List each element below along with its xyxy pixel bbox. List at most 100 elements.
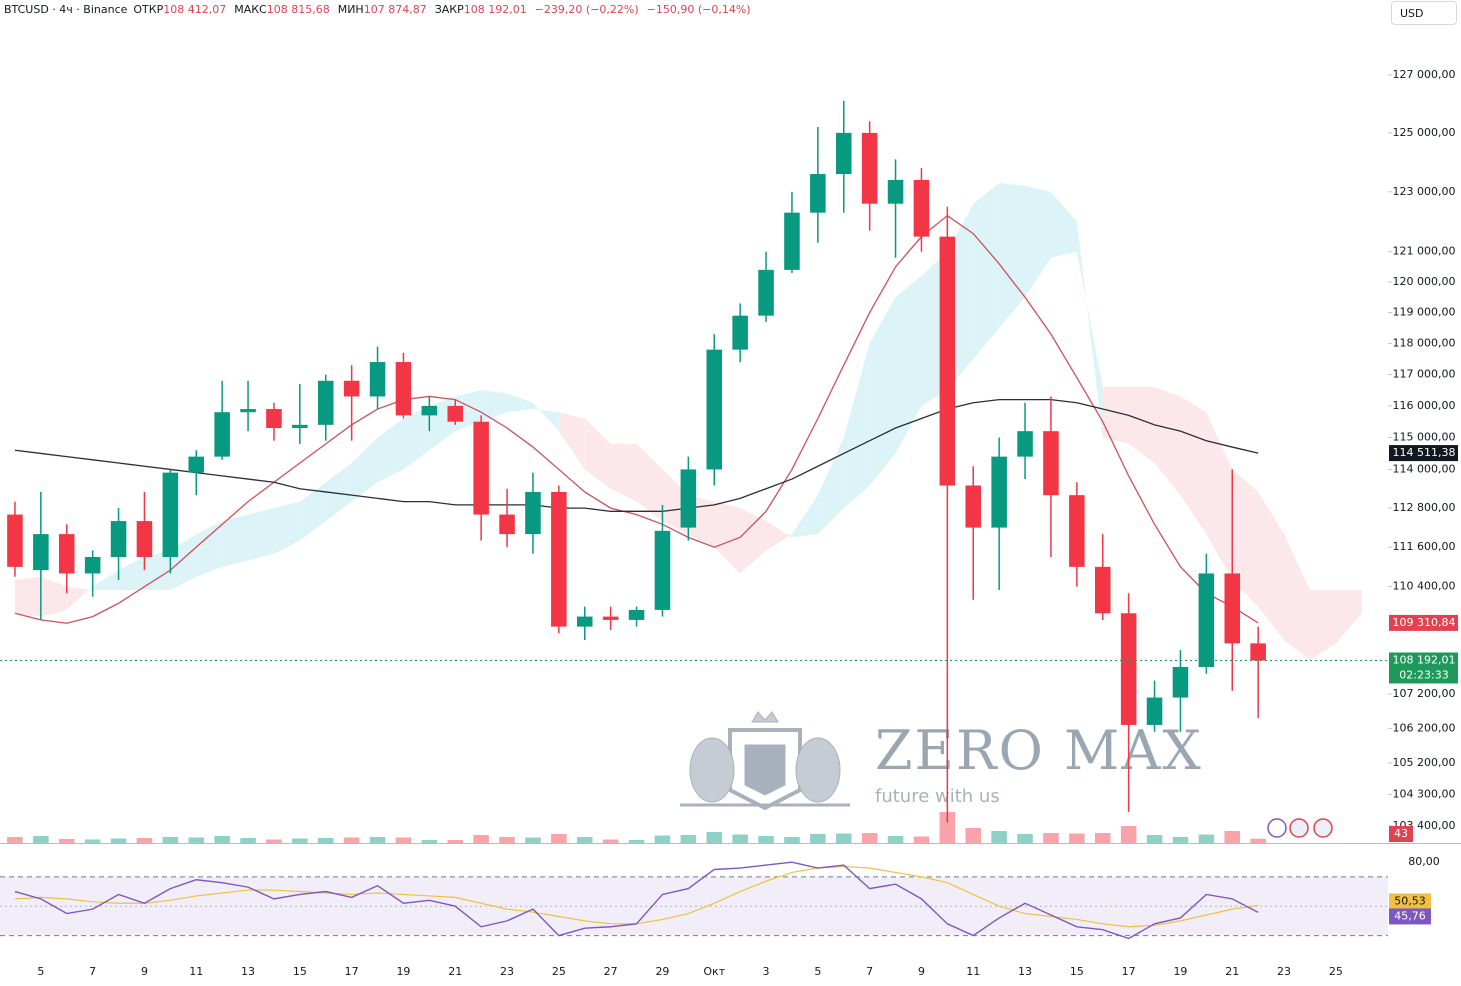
rsi-label: 50,53 [1394, 894, 1426, 907]
cloud-segment [248, 508, 274, 561]
volume-bar [214, 836, 230, 843]
volume-bar [343, 837, 360, 843]
volume-bar [1043, 833, 1059, 843]
candle-body [292, 424, 308, 429]
ohlc-label: МАКС [234, 3, 267, 16]
candle-body [1069, 495, 1085, 567]
x-tick-label: 21 [1225, 965, 1239, 978]
candle-body [343, 380, 360, 397]
candle-body [810, 174, 826, 213]
price-label-box [1389, 614, 1458, 631]
price-label-box [1389, 445, 1458, 462]
watermark-subtitle: future with us [875, 786, 1000, 807]
candle-body [266, 409, 282, 429]
candle-body [395, 362, 412, 416]
candle-body [1198, 573, 1215, 667]
y-tick-label: 123 000,00 [1393, 185, 1456, 198]
volume-bar [58, 839, 75, 843]
change: −239,20 (−0,22%) [534, 3, 639, 16]
cloud-segment [791, 495, 818, 538]
y-tick-label: 118 000,00 [1393, 336, 1456, 349]
candle-body [162, 472, 179, 558]
volume-bar [317, 838, 334, 843]
volume-bar [473, 835, 489, 843]
ohlc-value: 108 192,01 [463, 3, 527, 16]
cloud-segment [1076, 221, 1103, 438]
cloud-segment [843, 343, 870, 509]
candle-body [214, 412, 230, 457]
candle-body [1120, 613, 1137, 725]
x-tick-label: Окт [703, 965, 725, 978]
rsi-label-box [1389, 893, 1431, 910]
candle-body [1017, 431, 1033, 457]
y-tick-label: 117 000,00 [1393, 368, 1456, 381]
volume-bar [939, 812, 956, 843]
cloud-segment [1335, 589, 1362, 644]
candle-body [1146, 697, 1163, 725]
candle-body [706, 349, 723, 470]
volume-bar [965, 828, 982, 843]
x-tick-label: 17 [1122, 965, 1136, 978]
cloud-segment [714, 501, 741, 574]
volume-bar [1172, 837, 1189, 843]
candle-body [421, 405, 438, 416]
cloud-segment [558, 412, 585, 470]
currency-button[interactable]: USD [1391, 1, 1457, 25]
cloud-segment [973, 182, 1000, 359]
candle-body [369, 362, 386, 397]
volume-bar [991, 831, 1007, 843]
cloud-segment [40, 576, 67, 617]
volume-bar [784, 837, 800, 843]
rsi-label-box [1389, 908, 1431, 925]
volume-bar [136, 838, 153, 843]
volume-bar [810, 834, 826, 843]
cloud-segment [869, 297, 896, 486]
rsi-line [14, 861, 1259, 940]
volume-bar [33, 836, 49, 843]
volume-bar [706, 832, 723, 843]
cloud-segment [636, 443, 663, 522]
y-tick-label: 116 000,00 [1393, 399, 1456, 412]
countdown: 02:23:33 [1399, 668, 1448, 681]
y-tick-label: 114 000,00 [1393, 462, 1456, 475]
rsi-label: 45,76 [1394, 909, 1426, 922]
x-tick-label: 9 [141, 965, 148, 978]
candle-body [447, 405, 464, 422]
volume-bar [84, 839, 101, 843]
rsi-band [0, 876, 1388, 936]
y-tick-label: 119 000,00 [1393, 306, 1456, 319]
change: −150,90 (−0,14%) [646, 3, 751, 16]
volume-bar [551, 834, 567, 843]
cloud-segment [1232, 469, 1259, 607]
y-tick-label: 111 600,00 [1393, 540, 1456, 553]
volume-bar [1069, 833, 1085, 843]
candle-body [602, 616, 619, 620]
cloud-segment [1154, 387, 1181, 496]
cloud-segment [377, 418, 404, 483]
volume-bar [240, 838, 256, 843]
candle-body [784, 212, 800, 270]
candle-body [136, 521, 153, 558]
y-tick-label: 127 000,00 [1393, 68, 1456, 81]
candle-body [188, 456, 205, 473]
candle-body [758, 269, 774, 316]
volume-bar [1198, 834, 1215, 843]
volume-bar [162, 837, 179, 843]
candle-body [525, 491, 541, 535]
volume-bar [887, 836, 904, 843]
x-tick-label: 7 [866, 965, 873, 978]
volume-bar [421, 840, 438, 843]
y-tick-label: 106 200,00 [1393, 721, 1456, 734]
cloud-segment [817, 437, 844, 535]
volume-bar [499, 837, 515, 843]
x-tick-label: 15 [293, 965, 307, 978]
candle-body [1043, 431, 1059, 496]
cloud-segment [299, 482, 326, 541]
cloud-segment [610, 443, 637, 502]
volume-bar [525, 837, 541, 843]
candle-body [58, 534, 75, 574]
cloud-segment [1284, 534, 1310, 661]
cloud-segment [1309, 589, 1336, 661]
x-tick-label: 17 [345, 965, 359, 978]
